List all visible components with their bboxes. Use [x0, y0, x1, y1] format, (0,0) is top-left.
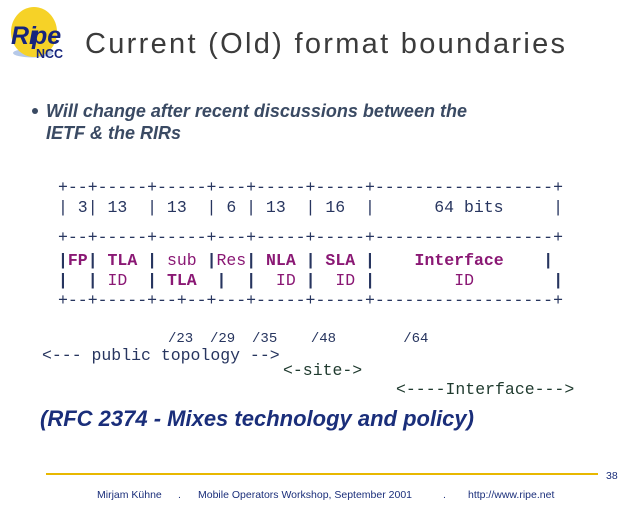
svg-text:NCC: NCC: [36, 47, 63, 61]
svg-text:pe: pe: [31, 22, 61, 50]
